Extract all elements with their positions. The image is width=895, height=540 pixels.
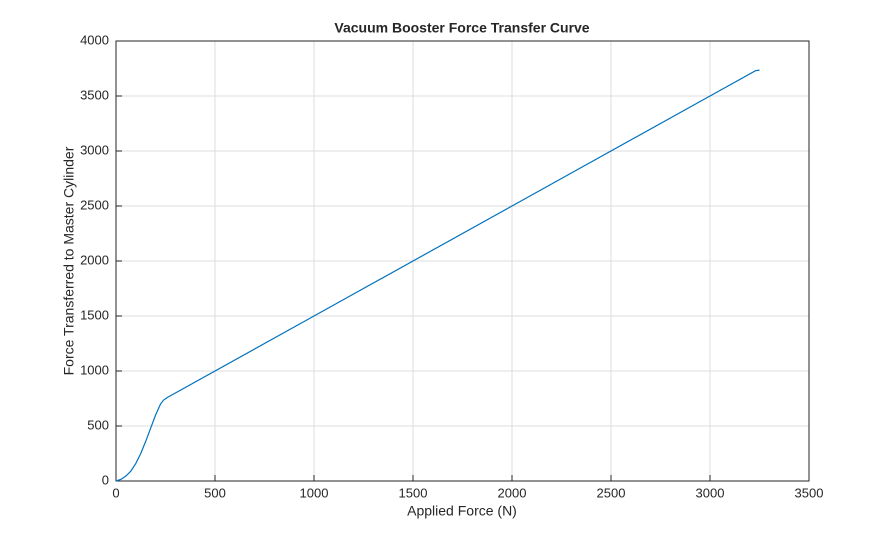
y-tick-label: 3500: [80, 87, 109, 102]
x-tick-label: 3000: [696, 485, 725, 500]
x-tick-label: 1500: [399, 485, 428, 500]
x-tick-label: 500: [204, 485, 226, 500]
x-tick-label: 2000: [498, 485, 527, 500]
x-tick-label: 0: [112, 485, 119, 500]
y-tick-label: 1500: [80, 307, 109, 322]
y-tick-label: 0: [102, 472, 109, 487]
data-line: [115, 69, 760, 482]
y-tick-label: 2000: [80, 252, 109, 267]
axes-box: [115, 40, 810, 482]
chart-title: Vacuum Booster Force Transfer Curve: [334, 20, 589, 36]
x-axis-label: Applied Force (N): [407, 503, 517, 519]
y-tick-label: 1000: [80, 362, 109, 377]
y-tick-label: 500: [87, 417, 109, 432]
x-tick-label: 2500: [597, 485, 626, 500]
y-tick-label: 3000: [80, 142, 109, 157]
x-tick-label: 3500: [795, 485, 824, 500]
y-tick-label: 4000: [80, 32, 109, 47]
x-tick-label: 1000: [300, 485, 329, 500]
y-axis-label: Force Transferred to Master Cylinder: [61, 146, 77, 375]
y-tick-label: 2500: [80, 197, 109, 212]
